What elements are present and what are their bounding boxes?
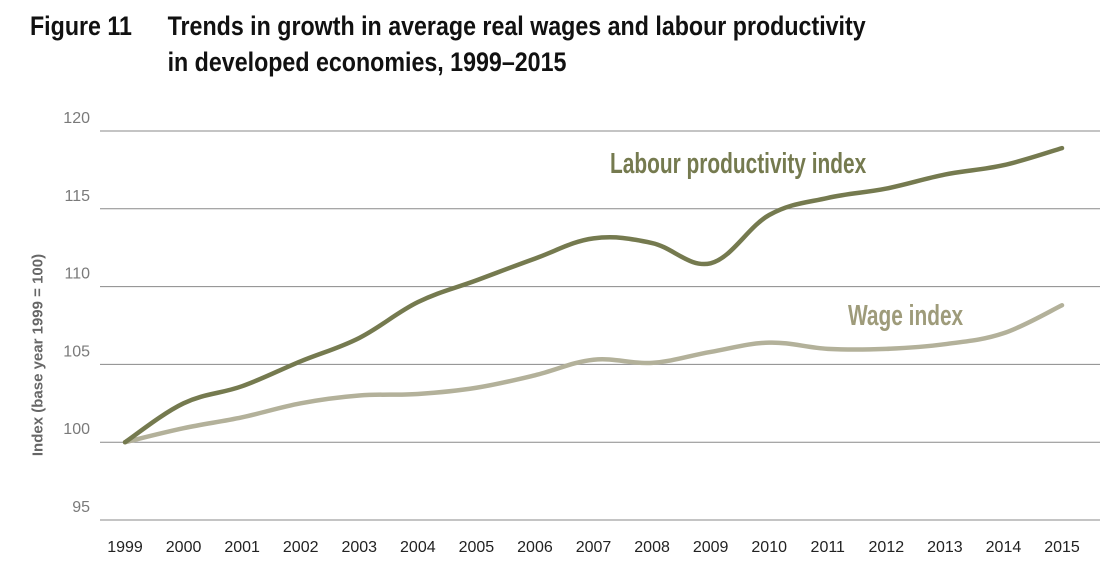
x-tick-label: 2001 — [224, 539, 260, 556]
x-tick-label: 2006 — [517, 539, 553, 556]
x-tick-label: 2009 — [693, 539, 729, 556]
y-tick-label: 100 — [63, 421, 90, 438]
x-tick-label: 2007 — [576, 539, 612, 556]
x-tick-label: 2012 — [869, 539, 905, 556]
x-tick-label: 2014 — [986, 539, 1022, 556]
x-tick-label: 2010 — [751, 539, 787, 556]
series-label: Wage index — [848, 300, 963, 332]
chart-title: Figure 11 Trends in growth in average rea… — [30, 8, 866, 80]
x-tick-label: 2005 — [459, 539, 495, 556]
x-tick-label: 1999 — [107, 539, 143, 556]
x-tick-label: 2013 — [927, 539, 963, 556]
x-tick-label: 2002 — [283, 539, 319, 556]
y-tick-label: 110 — [64, 266, 90, 283]
y-tick-label: 95 — [72, 499, 90, 516]
y-tick-label: 115 — [64, 188, 90, 205]
title-line-1: Trends in growth in average real wages a… — [167, 11, 866, 41]
x-tick-label: 2000 — [166, 539, 202, 556]
y-tick-label: 120 — [63, 110, 90, 127]
y-tick-label: 105 — [63, 343, 90, 360]
series-label: Labour productivity index — [610, 148, 866, 180]
x-tick-label: 2015 — [1044, 539, 1080, 556]
figure-number: Figure 11 — [30, 11, 132, 41]
series-line-labour-productivity-index — [122, 145, 1065, 445]
title-line-2: in developed economies, 1999–2015 — [167, 47, 567, 77]
x-tick-label: 2004 — [400, 539, 436, 556]
x-tick-label: 2008 — [634, 539, 670, 556]
x-tick-label: 2003 — [341, 539, 377, 556]
x-tick-label: 2011 — [811, 539, 846, 556]
